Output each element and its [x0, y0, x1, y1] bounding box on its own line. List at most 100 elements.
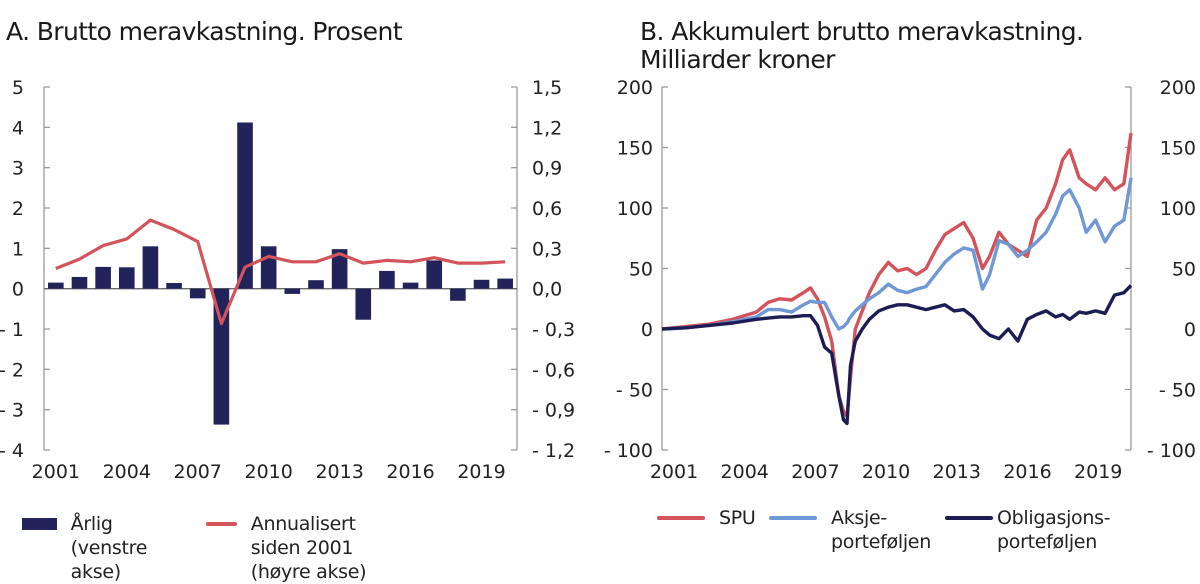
- left-tick-label: 4: [12, 117, 24, 139]
- right-tick-label: 150: [1160, 138, 1196, 160]
- x-tick-label: 2010: [244, 461, 292, 483]
- x-tick-label: 2019: [457, 461, 505, 483]
- right-tick-label: 200: [1160, 77, 1196, 99]
- chart-b-axes: [661, 86, 1132, 451]
- panel-b-title: B. Akkumulert brutto meravkastning. Mill…: [640, 17, 1084, 74]
- chart-a: 5 4 3 2 1 0 - 1 - 2 - 3 - 4 1,5 1,2 0,9 0,6 0,3 0,0 - 0,…: [0, 77, 575, 483]
- legend-label: Annualisert siden 2001: [250, 513, 356, 559]
- chart-a-bars: [48, 122, 513, 425]
- bar: [497, 278, 513, 289]
- legend-label: porteføljen: [997, 531, 1097, 553]
- right-tick-label: 0,3: [532, 238, 562, 260]
- bar: [379, 270, 395, 289]
- x-tick-label: 2004: [721, 461, 769, 483]
- left-tick-label: 100: [617, 198, 653, 220]
- bar: [473, 279, 490, 289]
- right-tick-label: - 1,2: [532, 440, 575, 462]
- right-tick-label: 1,2: [532, 117, 562, 139]
- x-tick-label: 2001: [32, 461, 80, 483]
- legend-label: SPU: [719, 507, 756, 529]
- bar: [142, 246, 159, 289]
- chart-a-axes: [43, 86, 518, 451]
- x-tick-label: 2004: [103, 461, 151, 483]
- legend-label: porteføljen: [831, 531, 931, 553]
- legend-item-arlig: Årlig (venstre akse): [22, 512, 162, 584]
- x-tick-label: 2010: [862, 461, 910, 483]
- bar: [48, 282, 64, 289]
- legend-swatch-aksje: [769, 516, 817, 520]
- legend-label: (høyre akse): [250, 561, 367, 583]
- chart-b-lines: [661, 132, 1133, 426]
- bar: [284, 288, 301, 294]
- x-tick-label: 2013: [933, 461, 981, 483]
- legend-swatch-spu: [657, 516, 705, 520]
- left-tick-label: 0: [641, 319, 653, 341]
- x-tick-label: 2016: [1003, 461, 1051, 483]
- legend-item-obligasjon: Obligasjons- porteføljen: [945, 506, 1111, 554]
- bar: [450, 288, 466, 301]
- bar: [95, 266, 111, 289]
- left-tick-label: - 100: [604, 440, 653, 462]
- bar: [260, 246, 277, 289]
- right-tick-label: 100: [1160, 198, 1196, 220]
- x-tick-label: 2013: [315, 461, 363, 483]
- right-tick-label: 0: [1184, 319, 1196, 341]
- x-tick-label: 2001: [650, 461, 698, 483]
- legend-label: Obligasjons-: [997, 507, 1111, 529]
- left-tick-label: 50: [629, 259, 653, 281]
- left-tick-label: - 3: [0, 400, 24, 422]
- legend-swatch-bar: [22, 518, 57, 530]
- bar: [118, 267, 135, 289]
- x-tick-label: 2007: [791, 461, 839, 483]
- legend-label: Aksje-: [831, 507, 887, 529]
- right-tick-label: 0,0: [532, 279, 562, 301]
- bar: [308, 280, 324, 289]
- left-tick-label: 200: [617, 77, 653, 99]
- legend-label: (venstre akse): [70, 537, 148, 583]
- series-line-obligasjon: [661, 284, 1133, 426]
- left-tick-label: 3: [12, 158, 24, 180]
- left-tick-label: - 4: [0, 440, 24, 462]
- left-tick-label: 5: [12, 77, 24, 99]
- bar: [189, 288, 206, 299]
- series-line-aksje: [661, 177, 1133, 331]
- right-tick-label: 0,9: [532, 158, 562, 180]
- legend-label: Årlig: [70, 513, 113, 535]
- bar: [355, 288, 372, 320]
- legend-swatch-obligasjon: [945, 516, 993, 520]
- panel-a-title: A. Brutto meravkastning. Prosent: [6, 17, 403, 46]
- chart-b: 200 200 150 150 100 100 50 50 0 0 - 50 - 50 - 100 - 1…: [604, 77, 1196, 483]
- left-tick-label: 1: [12, 238, 24, 260]
- x-tick-label: 2019: [1074, 461, 1122, 483]
- chart-a-labels: 5 4 3 2 1 0 - 1 - 2 - 3 - 4 1,5 1,2 0,9 0,6 0,3 0,0 - 0,…: [0, 77, 575, 483]
- right-tick-label: - 100: [1147, 440, 1196, 462]
- left-tick-label: 0: [12, 279, 24, 301]
- bar: [213, 288, 230, 425]
- right-tick-label: - 0,3: [532, 319, 575, 341]
- annualized-line: [55, 218, 506, 326]
- chart-a-line: [55, 218, 506, 326]
- legend-item-aksje: Aksje- porteføljen: [769, 506, 931, 554]
- bar: [71, 276, 88, 289]
- series-line-spu: [661, 132, 1133, 418]
- right-tick-label: 50: [1172, 259, 1196, 281]
- chart-b-labels: 200 200 150 150 100 100 50 50 0 0 - 50 - 50 - 100 - 1…: [604, 77, 1196, 483]
- right-tick-label: 0,6: [532, 198, 562, 220]
- x-tick-label: 2016: [386, 461, 434, 483]
- right-tick-label: - 0,6: [532, 359, 575, 381]
- left-tick-label: - 50: [616, 380, 653, 402]
- left-tick-label: 2: [12, 198, 24, 220]
- legend-swatch-line: [206, 522, 237, 526]
- x-tick-label: 2007: [174, 461, 222, 483]
- bar: [166, 283, 182, 289]
- bar: [331, 249, 348, 289]
- right-tick-label: 1,5: [532, 77, 562, 99]
- bar: [237, 122, 253, 289]
- legend-item-annualisert: Annualisert siden 2001 (høyre akse): [206, 512, 377, 584]
- left-tick-label: - 2: [0, 359, 24, 381]
- right-tick-label: - 50: [1159, 380, 1196, 402]
- bar: [402, 282, 419, 289]
- legend-item-spu: SPU: [657, 506, 756, 530]
- right-tick-label: - 0,9: [532, 400, 575, 422]
- bar: [426, 260, 443, 289]
